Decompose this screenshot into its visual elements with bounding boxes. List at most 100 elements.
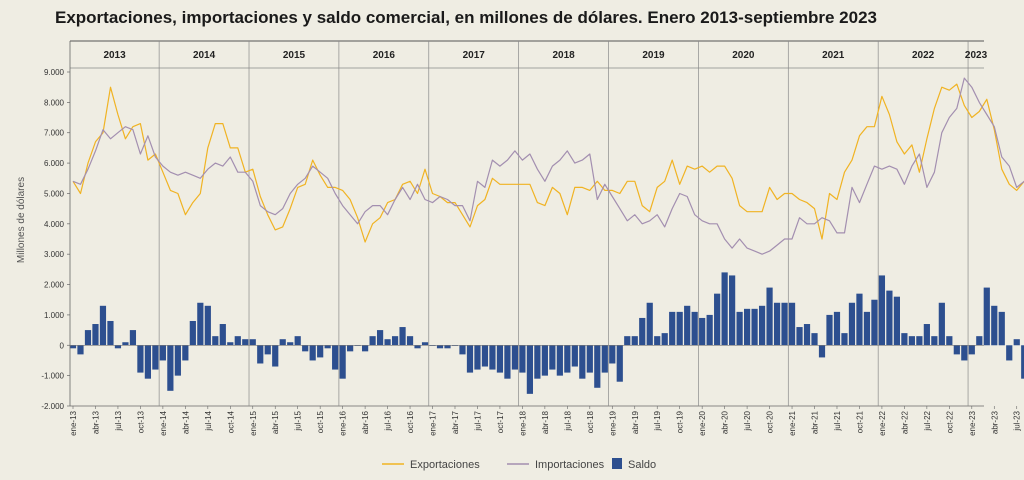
saldo-bar	[744, 308, 751, 346]
saldo-bar	[197, 302, 204, 346]
saldo-bar	[406, 336, 414, 346]
saldo-bar	[332, 345, 339, 370]
saldo-bar	[459, 345, 466, 355]
x-tick-label: ene-23	[968, 410, 977, 435]
saldo-bar	[714, 293, 721, 346]
saldo-bar	[953, 345, 960, 355]
saldo-bar	[129, 330, 137, 346]
saldo-bar	[511, 345, 519, 370]
y-tick-label: 4.000	[44, 220, 65, 229]
saldo-bar	[354, 345, 361, 346]
x-tick-label: ene-20	[698, 410, 707, 435]
year-label: 2017	[463, 50, 486, 61]
saldo-bar	[549, 345, 556, 370]
x-tick-label: jul-18	[563, 410, 572, 431]
saldo-bar	[391, 336, 399, 346]
chart-title: Exportaciones, importaciones y saldo com…	[55, 8, 877, 27]
saldo-bar	[684, 305, 691, 346]
saldo-bar	[99, 305, 107, 346]
saldo-bar	[773, 302, 781, 346]
x-tick-label: ene-17	[429, 410, 438, 435]
saldo-bar	[92, 324, 99, 346]
saldo-bar	[504, 345, 511, 379]
x-tick-label: jul-19	[653, 410, 662, 431]
saldo-bar	[189, 320, 196, 346]
y-tick-label: 2.000	[44, 281, 65, 290]
saldo-bar	[212, 336, 219, 346]
saldo-bar	[272, 345, 279, 367]
x-tick-label: abr-22	[900, 410, 909, 434]
saldo-bar	[362, 345, 369, 352]
saldo-bar	[264, 345, 271, 355]
saldo-bar	[571, 345, 578, 367]
x-tick-label: oct-15	[316, 410, 325, 433]
saldo-bar	[287, 342, 294, 346]
x-tick-label: abr-15	[271, 410, 280, 434]
saldo-bar	[496, 345, 504, 373]
saldo-bar	[766, 287, 773, 346]
x-tick-label: oct-21	[855, 410, 864, 433]
x-tick-label: ene-14	[159, 410, 168, 435]
x-tick-label: oct-22	[945, 410, 954, 433]
x-tick-label: jul-22	[923, 410, 932, 431]
x-tick-label: abr-21	[811, 410, 820, 434]
saldo-bar	[324, 345, 331, 349]
saldo-bar	[242, 339, 249, 346]
saldo-bar	[489, 345, 496, 370]
saldo-bar	[661, 333, 668, 346]
saldo-bar	[916, 336, 923, 346]
saldo-bar	[84, 330, 92, 346]
saldo-bar	[901, 333, 908, 346]
saldo-bar	[77, 345, 84, 355]
saldo-bar	[1006, 345, 1013, 361]
saldo-bar	[137, 345, 144, 373]
saldo-bar	[699, 317, 706, 346]
series-line-importaciones	[72, 77, 1024, 255]
saldo-bar	[69, 345, 77, 349]
saldo-bar	[983, 287, 990, 346]
saldo-bar	[706, 314, 713, 346]
saldo-bar	[294, 336, 301, 346]
saldo-bar	[833, 311, 841, 346]
saldo-bar	[369, 336, 376, 346]
series-line-exportaciones	[72, 83, 1024, 243]
legend-label-exportaciones: Exportaciones	[410, 459, 480, 471]
x-tick-label: oct-13	[136, 410, 145, 433]
saldo-bar	[601, 345, 608, 373]
saldo-bar	[788, 302, 796, 346]
saldo-bar	[474, 345, 481, 370]
saldo-bar	[1021, 345, 1024, 379]
x-tick-label: oct-19	[676, 410, 685, 433]
year-label: 2020	[732, 50, 755, 61]
y-tick-label: 3.000	[44, 250, 65, 259]
saldo-bar	[309, 345, 316, 361]
x-tick-label: abr-16	[361, 410, 370, 434]
saldo-bar	[526, 345, 533, 394]
saldo-bar	[976, 336, 983, 346]
saldo-bar	[721, 272, 728, 346]
x-tick-label: oct-14	[226, 410, 235, 433]
x-tick-label: jul-20	[743, 410, 752, 431]
saldo-bar	[339, 345, 346, 379]
saldo-bar	[871, 299, 878, 346]
x-tick-label: abr-19	[631, 410, 640, 434]
saldo-bar	[414, 345, 421, 349]
saldo-bar	[302, 345, 309, 352]
y-tick-label: 5.000	[44, 189, 65, 198]
x-tick-label: ene-22	[878, 410, 887, 435]
x-tick-label: abr-20	[721, 410, 730, 434]
saldo-bar	[811, 333, 818, 346]
saldo-bar	[399, 327, 406, 346]
legend-label-saldo: Saldo	[628, 459, 656, 471]
saldo-bar	[481, 345, 489, 367]
y-tick-label: -2.000	[41, 402, 64, 411]
saldo-bar	[968, 345, 975, 355]
saldo-bar	[219, 324, 226, 346]
x-tick-label: oct-16	[406, 410, 415, 433]
saldo-bar	[856, 293, 863, 346]
saldo-bar	[107, 320, 114, 346]
saldo-bar	[616, 345, 623, 382]
x-tick-label: jul-17	[473, 410, 482, 431]
legend-label-importaciones: Importaciones	[535, 459, 605, 471]
saldo-bar	[444, 345, 451, 349]
